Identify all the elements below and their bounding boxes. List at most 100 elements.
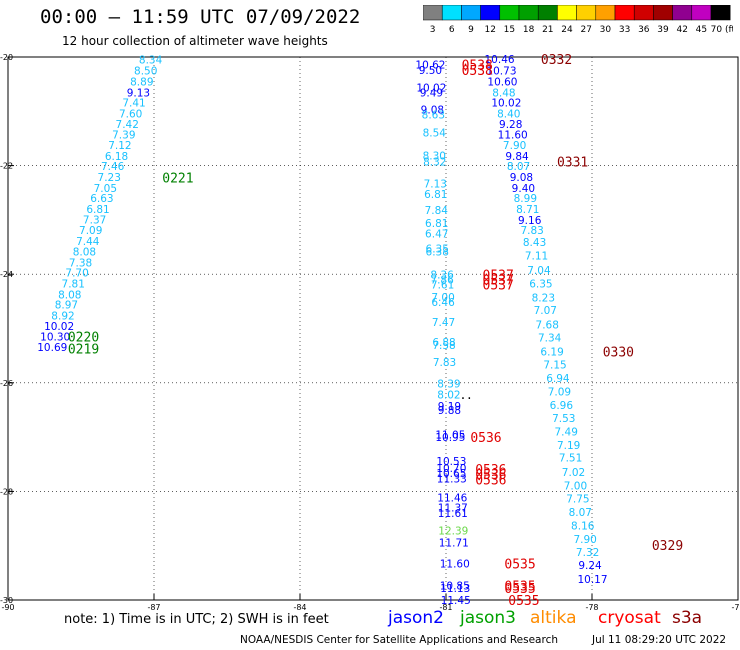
wave-height-label: 10.85 (440, 580, 470, 592)
chart-subtitle: 12 hour collection of altimeter wave hei… (62, 34, 328, 48)
pass-time-label: 0538 (462, 64, 493, 79)
wave-height-label: 7.15 (543, 359, 566, 371)
y-tick-label: -20 (0, 53, 13, 62)
wave-height-label: 11.60 (440, 559, 470, 571)
wave-height-label: 8.36 (430, 270, 454, 282)
scale-label: 18 (523, 25, 535, 35)
scale-label: 33 (619, 25, 630, 35)
wave-height-label: 11.61 (438, 508, 468, 520)
wave-height-label: 10.95 (435, 432, 465, 444)
pass-time-label: 0221 (162, 172, 193, 187)
wave-height-label: 8.23 (532, 293, 555, 305)
pass-time-label: 0332 (541, 53, 572, 68)
wave-height-label: 6.88 (432, 337, 455, 349)
wave-height-label: 12.39 (438, 525, 468, 537)
wave-height-label: 7.05 (94, 183, 117, 195)
wave-height-label: 10.65 (436, 468, 466, 480)
wave-height-label: 7.02 (562, 467, 585, 479)
pass-time-label: 0537 (483, 274, 514, 289)
wave-height-label: 7.09 (79, 225, 102, 237)
wave-height-label: 10.02 (416, 82, 446, 94)
satellite-s3a: s3a (672, 608, 703, 628)
credit-line: NOAA/NESDIS Center for Satellite Applica… (240, 634, 558, 646)
wave-height-label: 10.02 (44, 321, 74, 333)
wave-height-label: 8.39 (437, 378, 460, 390)
wave-height-label: 6.81 (424, 189, 447, 201)
wave-height-label: 7.51 (559, 453, 582, 465)
scale-label: 42 (676, 25, 687, 35)
wave-height-label: 7.34 (538, 333, 562, 345)
scale-label: 21 (542, 25, 553, 35)
wave-height-label: 7.53 (552, 413, 575, 425)
wave-height-label: 8.50 (134, 66, 157, 78)
pass-time-label: 0536 (475, 473, 506, 488)
wave-height-label: 7.61 (431, 280, 454, 292)
x-tick-label: -90 (1, 603, 14, 612)
x-tick-label: -81 (439, 603, 452, 612)
wave-height-label: 10.70 (436, 463, 466, 475)
pass-time-label: 0536 (475, 463, 506, 478)
wave-height-label: 7.58 (432, 340, 455, 352)
scale-label: 3 (430, 25, 436, 35)
pass-time-label: 0329 (652, 539, 683, 554)
pass-time-label: 0219 (68, 343, 99, 358)
wave-height-label: 8.34 (139, 55, 163, 67)
wave-height-label: 7.60 (119, 108, 142, 120)
wave-height-label: 8.07 (569, 507, 592, 519)
wave-height-label: 6.19 (540, 346, 563, 358)
wave-height-label: 6.38 (426, 246, 449, 258)
wave-height-label: 11.05 (435, 429, 465, 441)
wave-height-label: 7.19 (557, 440, 580, 452)
wave-height-label: 11.45 (441, 595, 471, 607)
wave-height-label: 7.75 (566, 493, 589, 505)
wave-height-label: 10.53 (436, 456, 466, 468)
satellite-jason2: jason2 (388, 608, 444, 628)
stray-mark: · (461, 391, 465, 407)
y-tick-label: -28 (0, 487, 13, 496)
wave-height-label: 7.46 (101, 161, 125, 173)
y-tick-label: -26 (0, 379, 13, 388)
wave-height-label: 8.08 (73, 246, 96, 258)
wave-height-label: 6.94 (546, 373, 570, 385)
wave-height-label: 9.08 (421, 105, 444, 117)
wave-height-label: 7.00 (564, 480, 587, 492)
pass-time-label: 0330 (603, 345, 634, 360)
wave-height-label: 9.88 (438, 405, 461, 417)
scale-label: 24 (561, 25, 573, 35)
wave-height-label: 9.84 (505, 151, 529, 163)
wave-height-label: 8.63 (422, 110, 445, 122)
satellite-cryosat: cryosat (598, 608, 661, 628)
wave-height-label: 8.92 (51, 310, 74, 322)
x-tick-label: -75 (731, 603, 740, 612)
x-tick-label: -78 (585, 603, 598, 612)
wave-height-label: 7.32 (576, 547, 599, 559)
pass-time-label: 0535 (508, 594, 539, 609)
wave-height-label: 8.07 (507, 161, 530, 173)
wave-height-label: 6.35 (426, 244, 449, 256)
wave-height-label: 10.02 (491, 98, 521, 110)
pass-time-label: 0536 (475, 468, 506, 483)
y-tick-label: -24 (0, 270, 13, 279)
wave-height-label: 9.08 (510, 172, 533, 184)
pass-time-label: 0537 (483, 279, 514, 294)
wave-height-label: 6.81 (425, 218, 448, 230)
wave-height-label: 9.13 (127, 87, 150, 99)
wave-height-label: 9.49 (420, 87, 443, 99)
wave-height-label: 8.40 (497, 108, 520, 120)
y-tick-label: -22 (0, 162, 13, 171)
wave-height-label: 7.83 (433, 357, 456, 369)
pass-time-label: 0538 (462, 59, 493, 74)
wave-height-label: 8.48 (492, 87, 515, 99)
wave-height-label: 11.60 (498, 130, 528, 142)
wave-height-label: 10.17 (577, 574, 607, 586)
wave-height-label: 7.41 (122, 98, 145, 110)
pass-time-label: 0331 (557, 155, 588, 170)
stray-mark: · (467, 391, 471, 407)
wave-height-label: 8.16 (571, 521, 595, 533)
wave-height-label: 11.37 (438, 503, 468, 515)
wave-height-label: 6.18 (105, 151, 128, 163)
plot-frame (7, 56, 739, 601)
wave-height-label: 11.71 (439, 537, 469, 549)
pass-time-label: 0535 (504, 558, 535, 573)
wave-height-label: 6.35 (529, 278, 552, 290)
